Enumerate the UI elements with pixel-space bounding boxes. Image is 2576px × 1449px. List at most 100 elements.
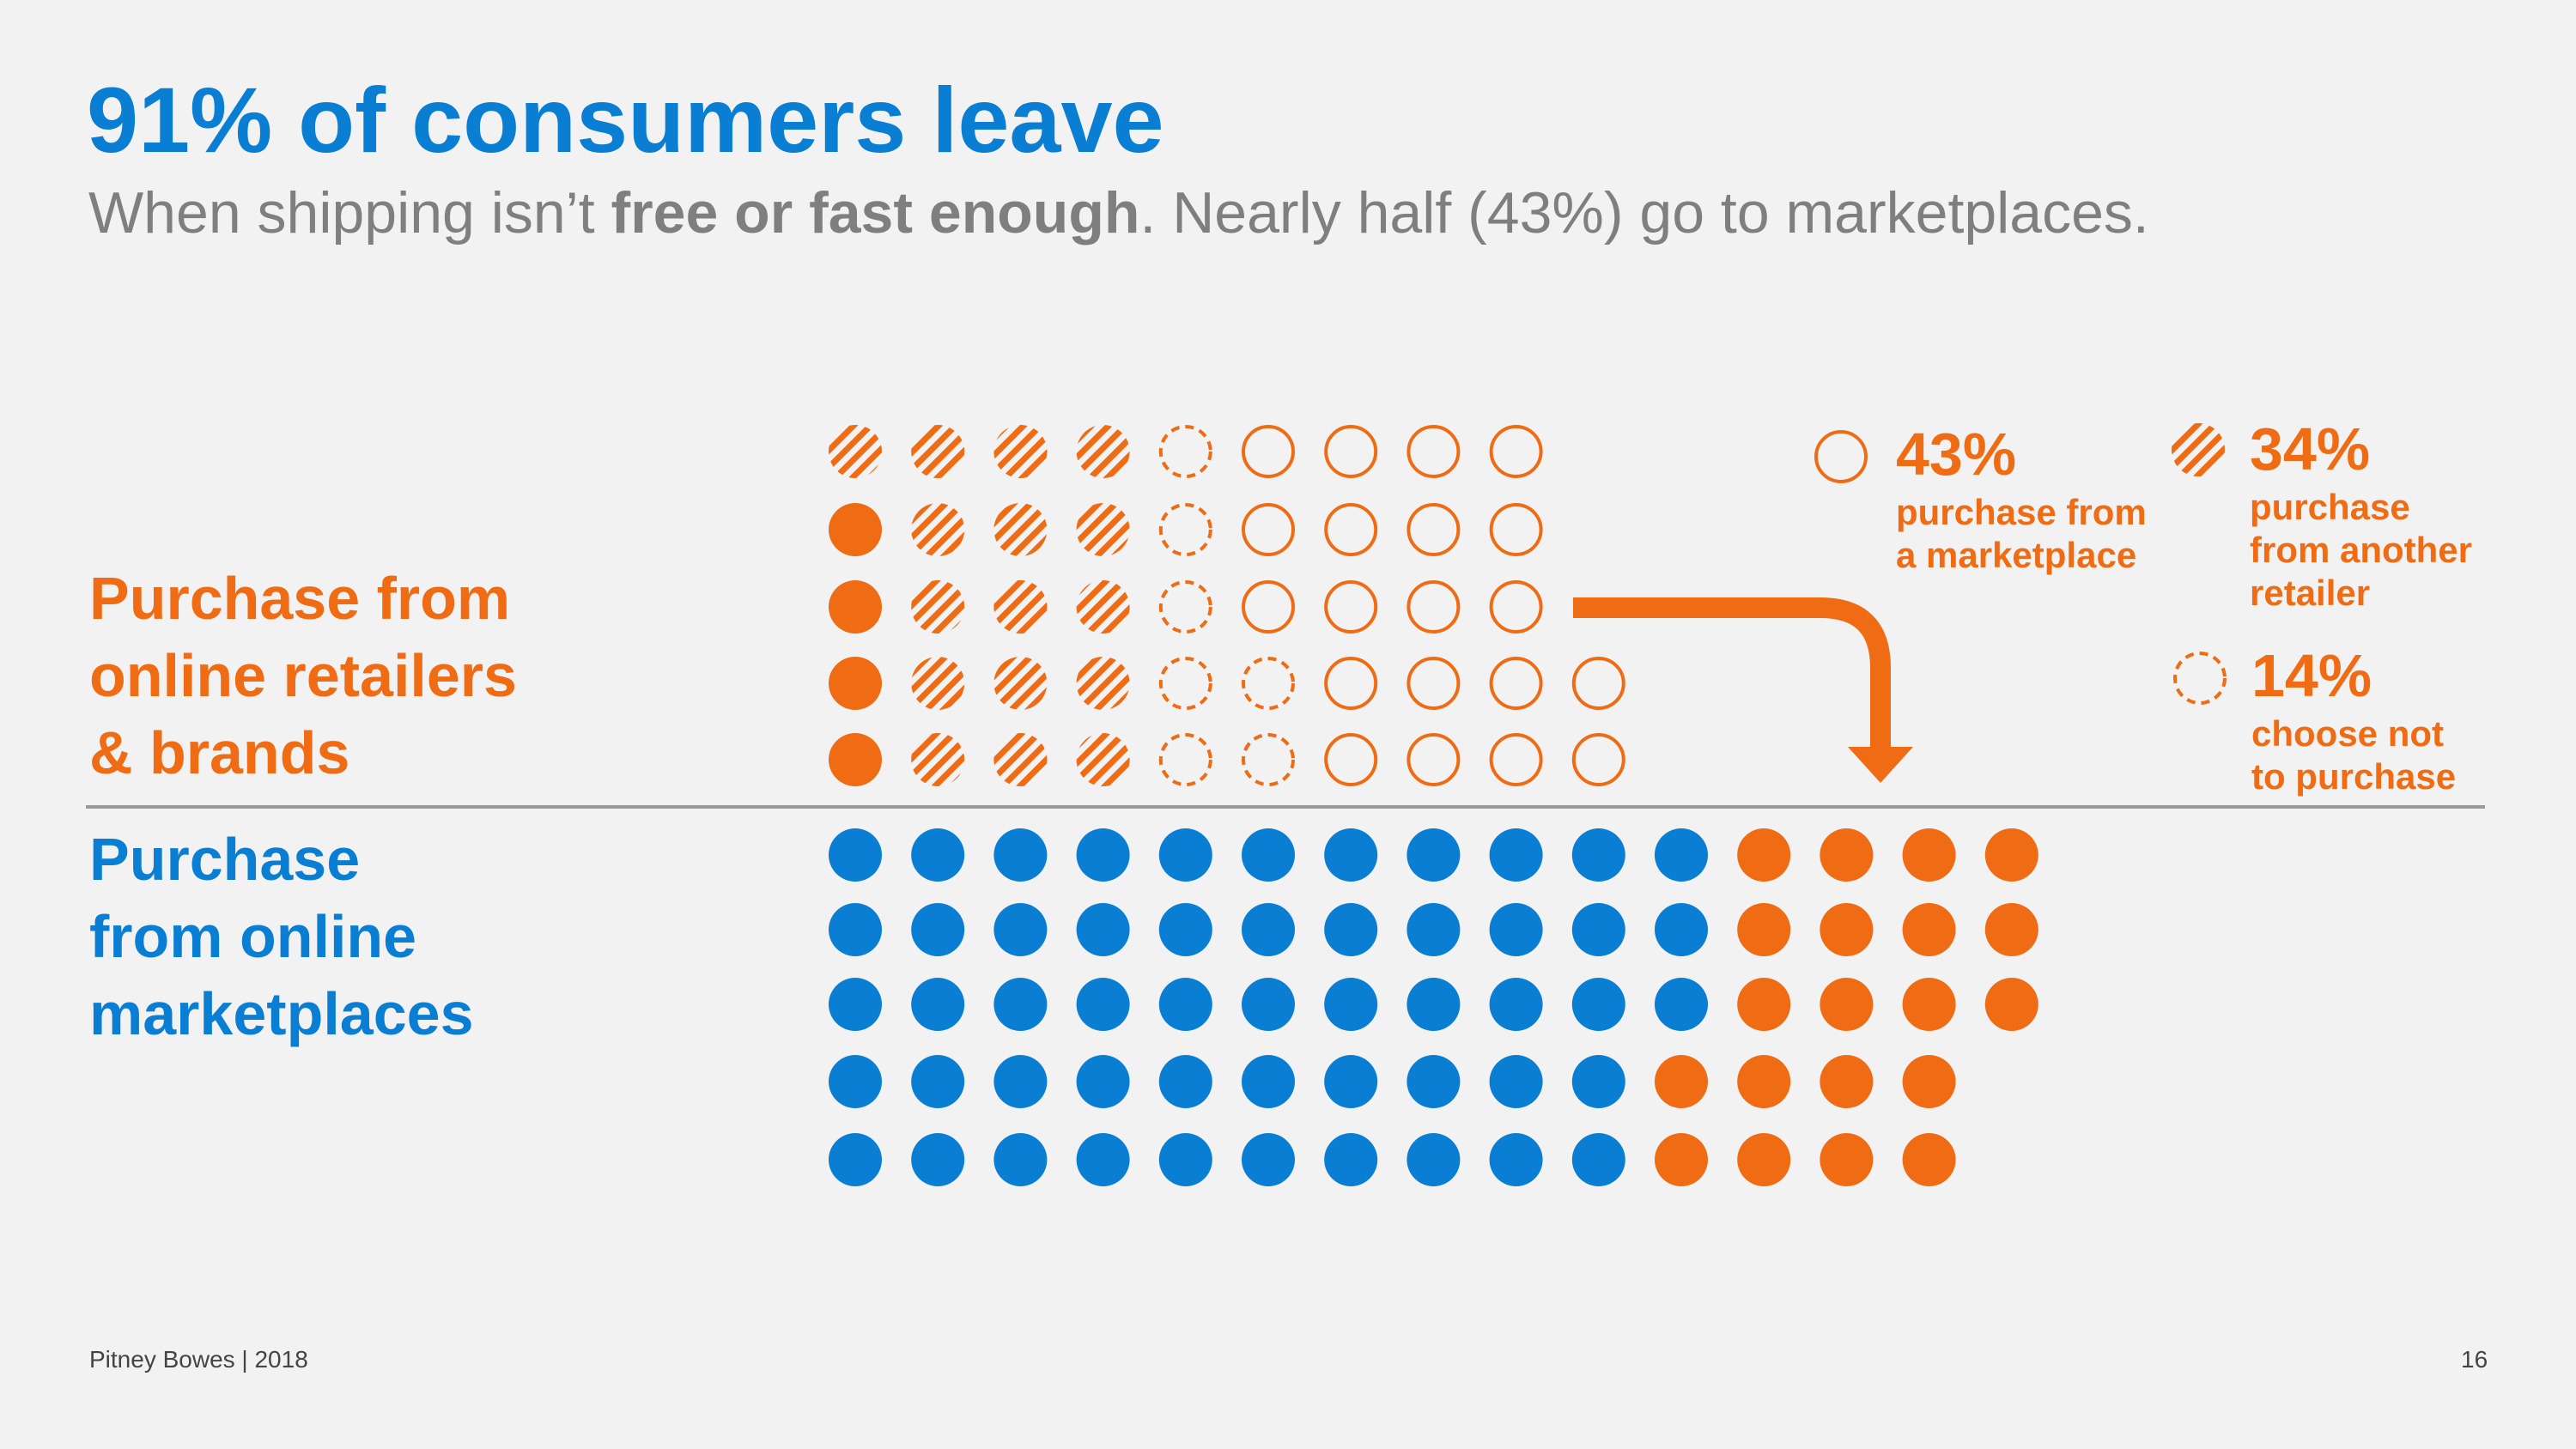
dot-solid-orange xyxy=(1737,978,1791,1031)
dot-solid-orange xyxy=(1902,903,1956,956)
marketplace-dot-blue xyxy=(1489,828,1543,882)
footer-source: Pitney Bowes | 2018 xyxy=(89,1346,308,1373)
marketplace-dot-blue xyxy=(1158,828,1212,882)
marketplace-dot-blue xyxy=(829,1133,882,1186)
dot-solid-orange xyxy=(1737,903,1791,956)
marketplace-dot-blue xyxy=(1242,903,1295,956)
dot-solid-orange xyxy=(829,657,882,710)
dot-solid-orange xyxy=(1820,828,1874,882)
marketplace-dot-blue xyxy=(1076,1133,1130,1186)
label-line: online retailers xyxy=(89,642,517,709)
dot-outline xyxy=(1571,657,1625,710)
marketplace-dot-blue xyxy=(1406,978,1461,1031)
dot-striped xyxy=(911,733,965,786)
dot-outline xyxy=(1814,430,1868,483)
dot-solid-orange xyxy=(1902,1133,1956,1186)
dot-solid-orange xyxy=(1737,828,1791,882)
dot-solid-orange xyxy=(1902,978,1956,1031)
marketplace-dot-blue xyxy=(911,1055,965,1108)
marketplace-dot-blue xyxy=(1571,903,1625,956)
marketplace-dot-blue xyxy=(1324,828,1378,882)
marketplace-dot-blue xyxy=(1158,903,1212,956)
marketplace-dot-blue xyxy=(1489,1133,1543,1186)
legend-line: retailer xyxy=(2250,573,2371,613)
dot-striped xyxy=(993,580,1048,634)
dot-outline xyxy=(1242,580,1295,634)
dot-striped xyxy=(993,733,1048,786)
dot-striped xyxy=(911,503,965,556)
dot-solid-orange xyxy=(1737,1055,1791,1108)
marketplace-dot-blue xyxy=(1242,1133,1295,1186)
legend-marketplace-text: purchase from a marketplace xyxy=(1896,491,2147,577)
retailer-dot-grid xyxy=(829,425,1625,786)
label-line: from online xyxy=(89,903,417,970)
dot-outline xyxy=(1406,503,1461,556)
marketplace-dot-blue xyxy=(1158,1055,1212,1108)
marketplace-dot-blue xyxy=(1571,1133,1625,1186)
legend-marketplace-percent: 43% xyxy=(1896,421,2017,488)
marketplace-dot-blue xyxy=(1406,903,1461,956)
dot-solid-orange xyxy=(1984,978,2038,1031)
marketplace-dot-blue xyxy=(1242,1055,1295,1108)
marketplace-dot-blue xyxy=(1076,828,1130,882)
dot-solid-orange xyxy=(1655,1133,1708,1186)
marketplace-dot-blue xyxy=(1324,978,1378,1031)
legend-icons xyxy=(1814,423,2227,705)
flow-arrow xyxy=(1573,597,1913,783)
marketplace-dot-blue xyxy=(829,828,882,882)
subtitle-bold-text: free or fast enough xyxy=(611,180,1140,246)
dot-outline xyxy=(1406,657,1461,710)
label-line: marketplaces xyxy=(89,980,474,1047)
dot-outline xyxy=(1489,580,1543,634)
label-online-marketplaces: Purchase from online marketplaces xyxy=(89,821,474,1052)
dot-striped xyxy=(1076,425,1130,478)
marketplace-dot-blue xyxy=(1324,1055,1378,1108)
marketplace-dot-blue xyxy=(1406,1133,1461,1186)
dot-solid-orange xyxy=(829,580,882,634)
marketplace-dot-blue xyxy=(993,828,1048,882)
marketplace-dot-blue xyxy=(829,1055,882,1108)
dot-solid-orange xyxy=(1902,1055,1956,1108)
dot-dashed xyxy=(2173,652,2227,705)
subtitle-text-1: When shipping isn’t xyxy=(88,180,611,246)
dot-outline xyxy=(1571,733,1625,786)
dot-striped xyxy=(2172,423,2225,476)
marketplace-dot-blue xyxy=(993,903,1048,956)
dot-solid-orange xyxy=(1737,1133,1791,1186)
legend-retailer-percent: 34% xyxy=(2250,415,2371,482)
dot-striped xyxy=(1076,657,1130,710)
legend-line: purchase xyxy=(2250,487,2410,527)
marketplace-dot-grid xyxy=(829,828,2038,1186)
label-line: Purchase xyxy=(89,826,361,893)
marketplace-dot-blue xyxy=(1076,903,1130,956)
marketplace-dot-blue xyxy=(1571,1055,1625,1108)
marketplace-dot-blue xyxy=(993,1133,1048,1186)
dot-dashed xyxy=(1158,733,1212,786)
dot-solid-orange xyxy=(1820,978,1874,1031)
legend-no-purchase-text: choose not to purchase xyxy=(2251,712,2456,798)
marketplace-dot-blue xyxy=(993,1055,1048,1108)
marketplace-dot-blue xyxy=(1076,978,1130,1031)
dot-solid-orange xyxy=(1820,1133,1874,1186)
dot-solid-orange xyxy=(1820,903,1874,956)
marketplace-dot-blue xyxy=(1571,828,1625,882)
marketplace-dot-blue xyxy=(1655,978,1708,1031)
dot-solid-orange xyxy=(1820,1055,1874,1108)
marketplace-dot-blue xyxy=(1655,903,1708,956)
dot-striped xyxy=(993,425,1048,478)
page-title: 91% of consumers leave xyxy=(87,68,1164,172)
dot-solid-orange xyxy=(1902,828,1956,882)
legend-line: from another xyxy=(2250,530,2473,570)
legend-line: choose not xyxy=(2251,713,2445,754)
dot-dashed xyxy=(1242,657,1295,710)
dot-dashed xyxy=(1158,425,1212,478)
marketplace-dot-blue xyxy=(1489,978,1543,1031)
dot-outline xyxy=(1324,657,1378,710)
marketplace-dot-blue xyxy=(911,903,965,956)
label-line: Purchase from xyxy=(89,565,511,632)
marketplace-dot-blue xyxy=(993,978,1048,1031)
marketplace-dot-blue xyxy=(1324,1133,1378,1186)
dot-outline xyxy=(1489,425,1543,478)
marketplace-dot-blue xyxy=(911,978,965,1031)
